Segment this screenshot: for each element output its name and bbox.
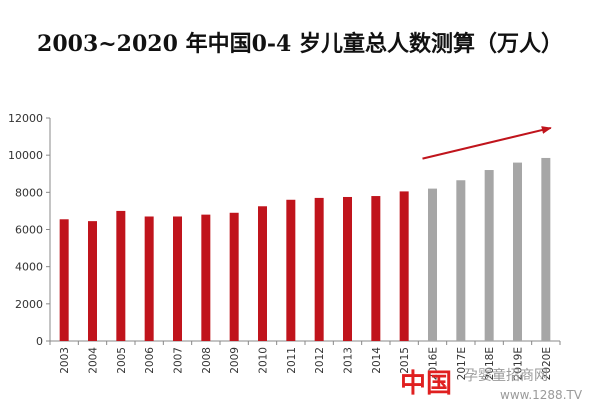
- y-tick-label: 8000: [15, 186, 43, 199]
- x-tick-labels: 2003 2004 2005 2006 2007 2008 2009 2010 2011 2012…: [59, 347, 553, 381]
- y-tick-label: 12000: [8, 112, 43, 125]
- x-tick-label: 2006: [144, 347, 156, 374]
- watermark-url: www.1288.TV: [500, 388, 583, 402]
- x-tick-label: 2011: [286, 347, 298, 374]
- bar-actual-2012: [314, 197, 324, 341]
- x-tick-label: 2008: [201, 347, 213, 374]
- x-tick-label: 2010: [258, 347, 270, 374]
- trend-arrow-line: [422, 126, 552, 160]
- y-tick-label: 0: [36, 335, 43, 348]
- bars: [59, 157, 551, 341]
- x-tick-label: 2018E: [484, 347, 496, 380]
- bar-actual-2011: [286, 199, 296, 341]
- bar-actual-2006: [144, 216, 154, 341]
- bar-actual-2014: [371, 196, 381, 341]
- y-tick-label: 10000: [8, 149, 43, 162]
- chart-title: 2003~2020 年中国0-4 岁儿童总人数测算（万人）: [37, 31, 563, 57]
- axes: [46, 117, 561, 345]
- y-tick-label: 6000: [15, 224, 43, 237]
- bar-estimate-2019E: [513, 162, 522, 341]
- bar-actual-2008: [201, 214, 211, 341]
- x-tick-label: 2019E: [513, 347, 525, 380]
- x-tick-label: 2012: [314, 347, 326, 374]
- bar-actual-2003: [59, 219, 69, 341]
- y-tick-label: 4000: [15, 261, 43, 274]
- y-tick-label: 2000: [15, 298, 43, 311]
- bar-actual-2004: [88, 221, 97, 341]
- x-tick-label: 2020E: [541, 347, 553, 380]
- bar-actual-2013: [343, 196, 352, 341]
- x-tick-label: 2016E: [428, 347, 440, 380]
- x-tick-label: 2017E: [456, 347, 468, 380]
- bar-actual-2007: [173, 216, 182, 341]
- x-tick-label: 2005: [116, 347, 128, 374]
- bar-estimate-2016E: [428, 188, 437, 341]
- x-tick-label: 2013: [343, 347, 355, 374]
- trend-arrow: [422, 126, 552, 160]
- x-tick-label: 2007: [173, 347, 185, 374]
- bar-actual-2015: [399, 191, 409, 341]
- x-tick-label: 2009: [229, 347, 241, 374]
- bar-actual-2009: [229, 212, 239, 341]
- watermark: 中国 孕婴童招商网 www.1288.TV: [400, 367, 583, 402]
- bar-estimate-2020E: [541, 157, 551, 341]
- x-tick-label: 2015: [399, 347, 411, 374]
- x-tick-label: 2014: [371, 347, 383, 374]
- bar-actual-2010: [258, 206, 267, 341]
- watermark-logo: 中国: [400, 369, 452, 399]
- bar-estimate-2018E: [484, 170, 494, 341]
- y-tick-labels: 0 2000 4000 6000 8000 10000 12000: [8, 112, 43, 348]
- x-tick-label: 2004: [88, 347, 100, 374]
- watermark-text: 孕婴童招商网: [464, 367, 548, 384]
- bar-actual-2005: [116, 210, 126, 341]
- x-tick-label: 2003: [59, 347, 71, 374]
- bar-estimate-2017E: [456, 180, 466, 341]
